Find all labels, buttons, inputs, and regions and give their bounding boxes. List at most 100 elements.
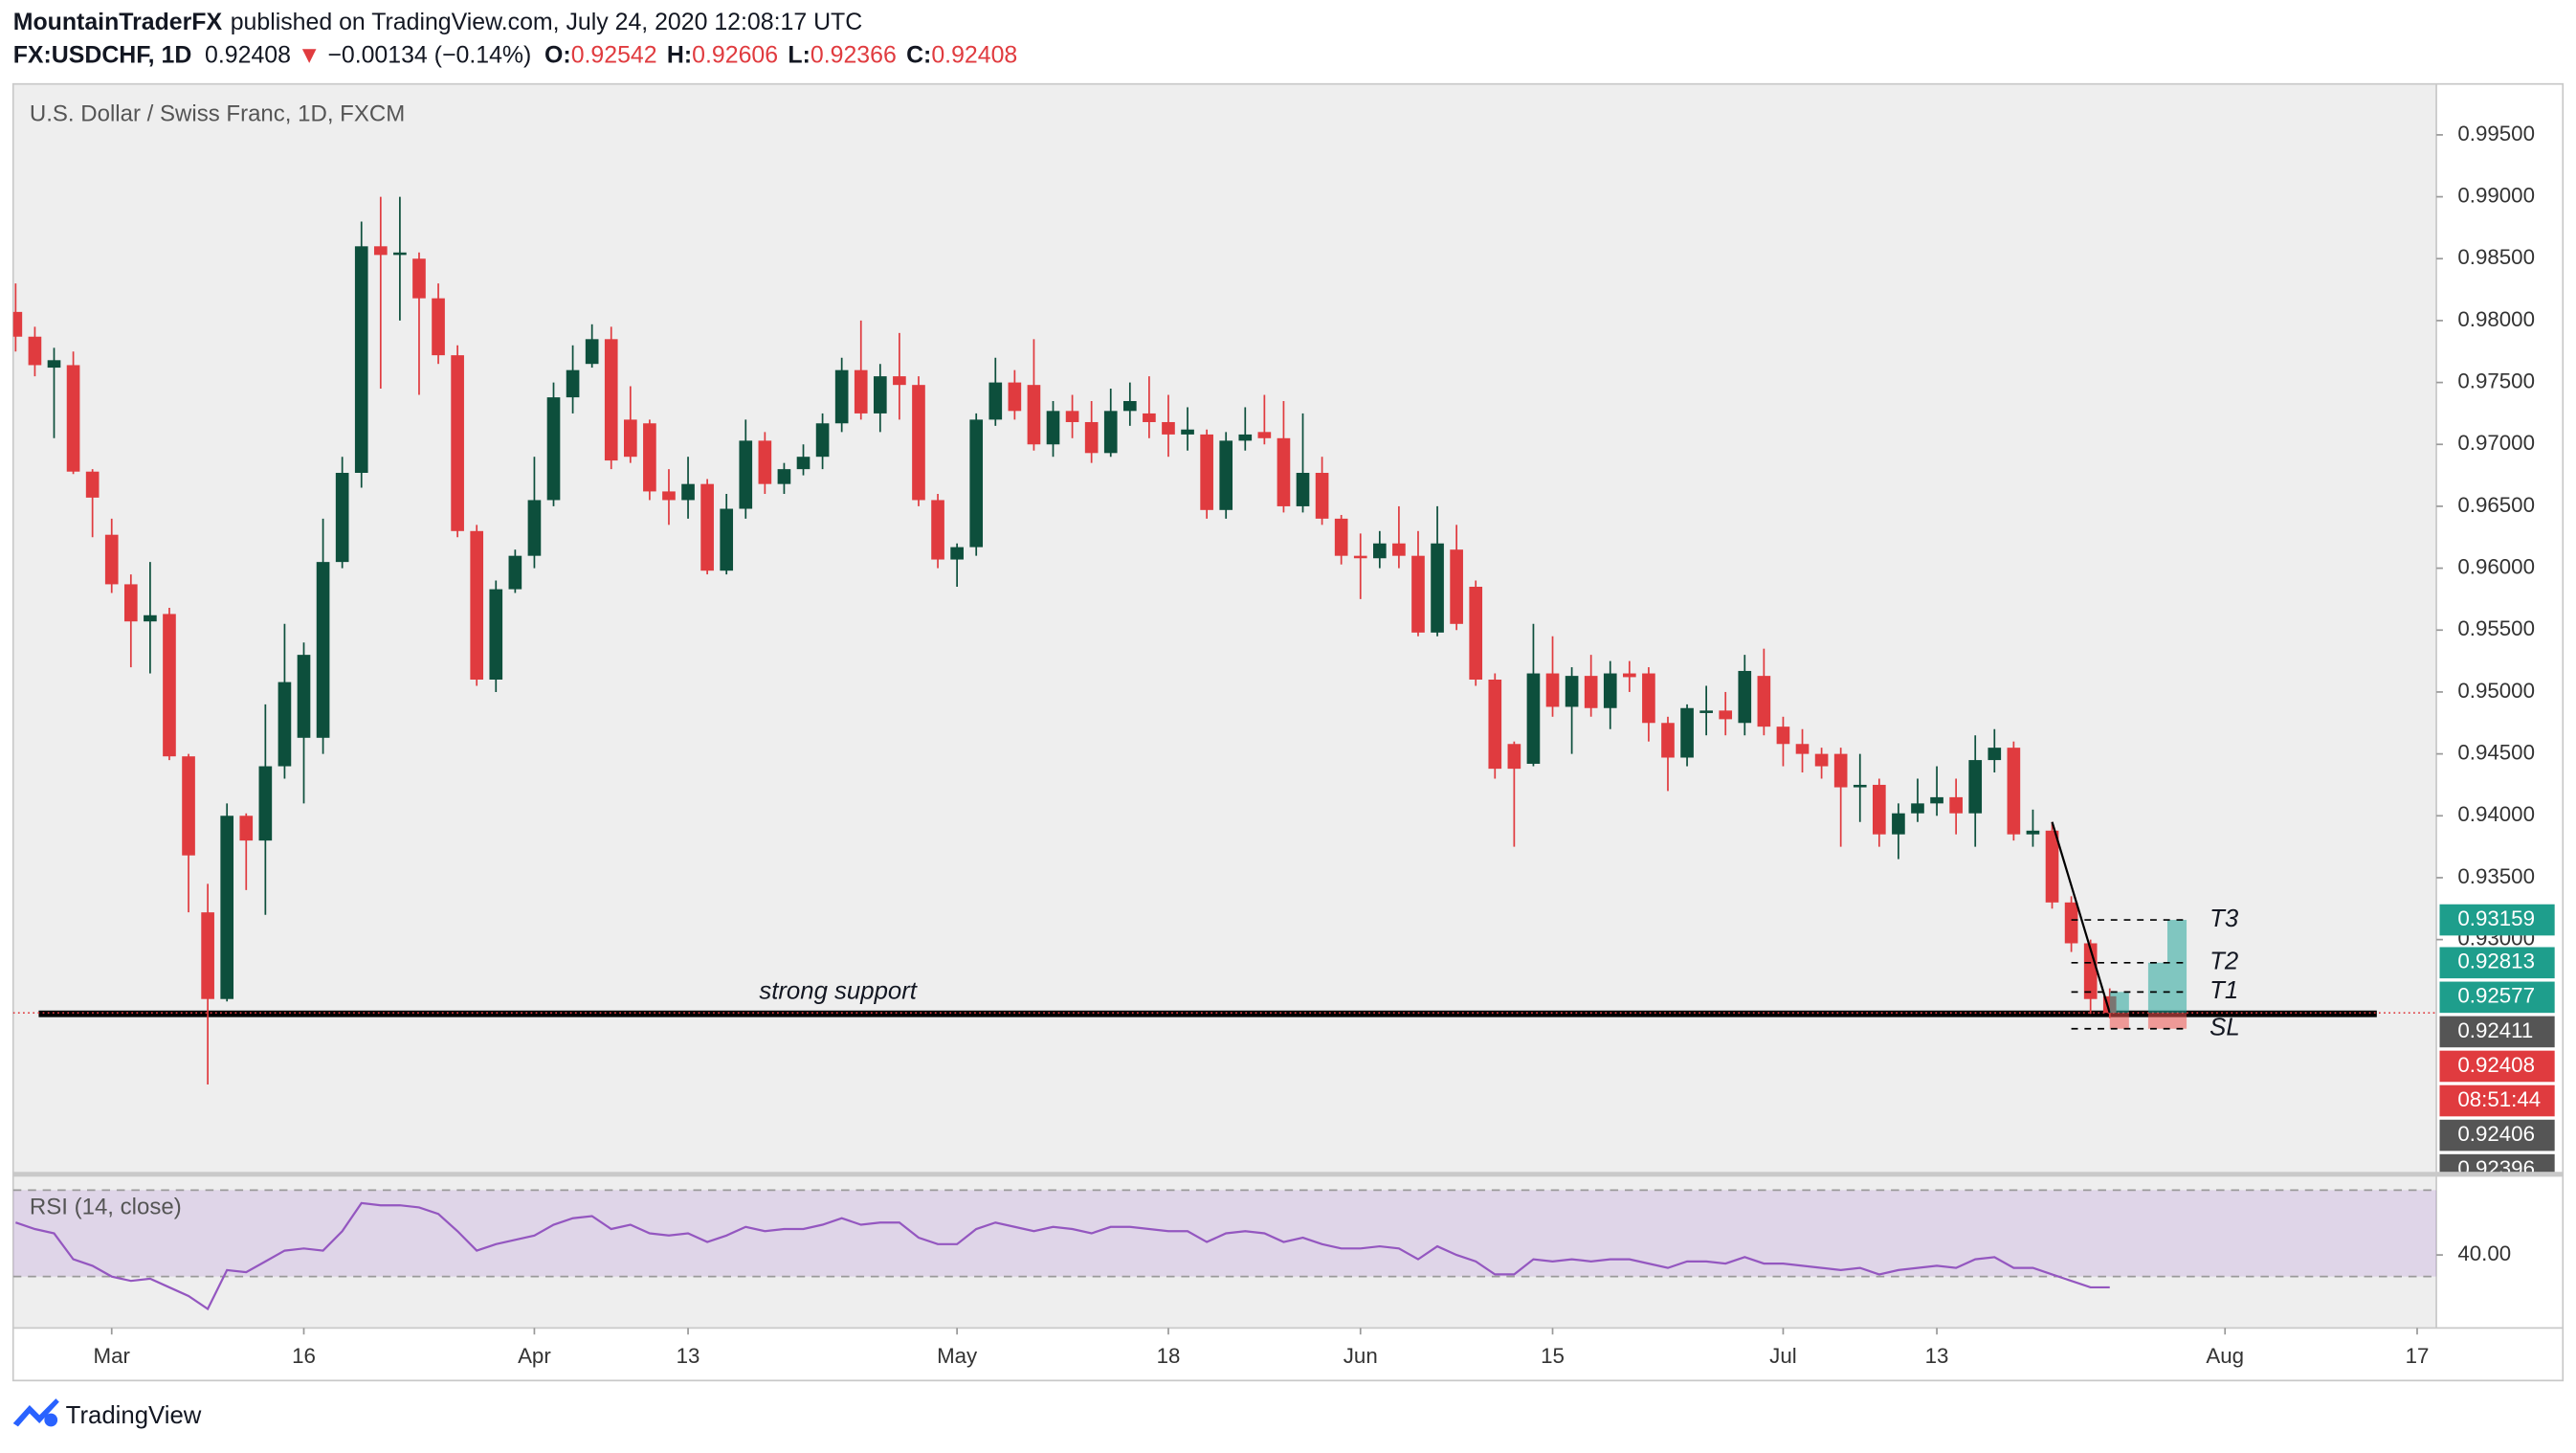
candle-body [1315,473,1329,519]
price-tag-label: 0.92411 [2457,1018,2533,1042]
price-tag-label: 0.92408 [2457,1053,2535,1077]
trendline [2051,821,2111,1014]
candle-body [834,369,849,424]
candle-body [1143,413,1156,422]
candle-body [1642,673,1655,724]
candle-body [1353,555,1367,559]
price-tag [2439,1153,2555,1173]
candle-body [393,252,407,256]
candle-body [297,655,311,738]
x-tick-label: Jun [1344,1344,1378,1368]
candle-body [1181,429,1194,435]
ohlc-value: 0.92408 [931,41,1017,68]
candle-body [1219,440,1233,510]
tradingview-logo: TradingView [12,1398,202,1429]
candle-body [720,508,734,571]
y-tick-label: 0.99500 [2457,122,2535,145]
candle-body [1162,421,1175,435]
candle-body [1545,673,1560,707]
candle-body [1949,796,1963,814]
candle-body [1277,437,1291,506]
x-tick-label: Jul [1769,1344,1797,1368]
candle-body [1392,543,1406,556]
candle-body [2007,748,2021,835]
candle-body [1257,432,1272,438]
candle-body [1103,411,1118,454]
candle-body [1853,784,1867,788]
candle-body [470,530,484,681]
candle-body [950,547,964,560]
x-tick-label: 13 [1925,1344,1949,1368]
x-tick-label: 13 [677,1344,700,1368]
price-tags: 0.93159 0.92813 0.92577 0.92411 0.92408 08:51… [2439,904,2555,1180]
candle-body [1238,434,1253,441]
last-price: 0.92408 [205,41,291,68]
candle-body [220,816,234,999]
y-tick-label: 0.95000 [2457,679,2535,703]
quote-line: FX:USDCHF, 1D 0.92408 ▼ −0.00134 (−0.14%) O:… [13,41,1018,68]
candle-body [758,440,772,484]
symbol: FX:USDCHF, 1D [13,41,192,68]
price-tag-label: 0.92577 [2457,984,2535,1008]
ohlc-key: H: [667,41,692,68]
ohlc-value: 0.92542 [571,41,657,68]
candle-body [604,339,618,461]
candle-body [1680,707,1694,758]
candle-body [1334,518,1348,556]
candle-body [1122,400,1137,412]
ohlc-key: O: [544,41,571,68]
price-tag [2439,1050,2555,1083]
y-tick-label: 0.98000 [2457,307,2535,331]
candle-body [796,457,811,470]
candle-body [1873,784,1886,835]
candle-body [1968,760,1983,814]
price-tag [2439,1119,2555,1151]
candle-body [1892,813,1905,835]
price-tag [2439,904,2555,936]
candle-body [316,562,330,738]
y-tick-label: 0.98500 [2457,245,2535,269]
price-tag-label: 0.92396 [2457,1156,2535,1180]
countdown-label: 08:51:44 [2457,1087,2541,1111]
logo-dot [44,1413,58,1427]
candle-body [566,369,580,398]
price-tag-label: 0.93159 [2457,906,2535,930]
candle-body [1738,670,1752,724]
x-tick-label: Aug [2206,1344,2244,1368]
target-label: T2 [2210,949,2238,975]
y-tick-label: 0.96000 [2457,554,2535,578]
countdown-tag [2439,1084,2555,1117]
candle-body [28,336,42,366]
pane-title: U.S. Dollar / Swiss Franc, 1D, FXCM [30,101,405,127]
target-box [2166,920,2187,1014]
candle-body [1776,726,1790,745]
candle-body [1450,549,1463,624]
candle-body [873,376,887,414]
candle-body [1431,543,1444,633]
target-box [2147,962,2167,1014]
candle-body [1814,753,1829,767]
published: published on TradingView.com, July 24, 2… [231,9,863,35]
candle-body [777,469,791,484]
candle-body [182,756,195,856]
candle-body [1757,676,1771,727]
rsi-line [14,1201,2110,1311]
candle-body [931,500,944,560]
rsi-title: RSI (14, close) [30,1194,182,1219]
publish-line: MountainTraderFX published on TradingView… [13,9,863,35]
candle-body [739,440,753,509]
candle-body [373,246,388,256]
candle-body [412,258,426,299]
candle-body [623,419,637,458]
candle-body [1833,753,1848,788]
candle-body [1930,796,1943,804]
change-arrow: ▼ [298,41,322,68]
ohlc-value: 0.92366 [811,41,897,68]
frame [11,82,2565,1382]
change: −0.00134 (−0.14%) [327,41,531,68]
logo-icon [12,1398,59,1427]
price-tag-label: 0.92406 [2457,1122,2535,1146]
candle-body [239,816,254,841]
candle-body [988,382,1003,420]
